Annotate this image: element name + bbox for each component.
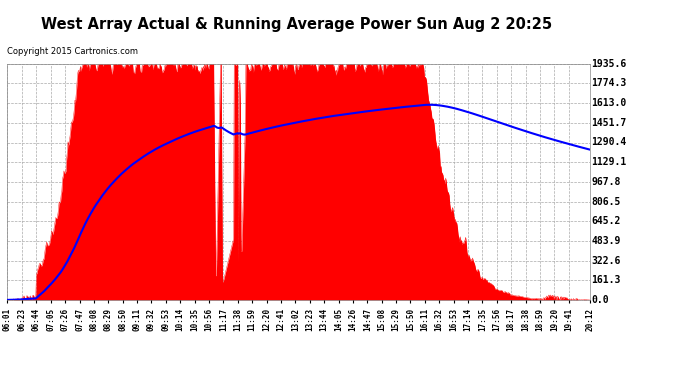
- Text: 1935.6: 1935.6: [591, 59, 627, 69]
- Text: 322.6: 322.6: [591, 256, 621, 266]
- Text: 1613.0: 1613.0: [591, 98, 627, 108]
- Text: 645.2: 645.2: [591, 216, 621, 226]
- Text: Average  (DC Watts): Average (DC Watts): [422, 23, 525, 32]
- Text: 0.0: 0.0: [591, 295, 609, 305]
- Text: 483.9: 483.9: [591, 236, 621, 246]
- Text: West Array  (DC Watts): West Array (DC Watts): [515, 23, 633, 32]
- Text: 967.8: 967.8: [591, 177, 621, 187]
- Text: 1290.4: 1290.4: [591, 138, 627, 147]
- Text: 1451.7: 1451.7: [591, 118, 627, 128]
- Text: 161.3: 161.3: [591, 275, 621, 285]
- Text: 806.5: 806.5: [591, 196, 621, 207]
- Text: Copyright 2015 Cartronics.com: Copyright 2015 Cartronics.com: [7, 47, 138, 56]
- Text: West Array Actual & Running Average Power Sun Aug 2 20:25: West Array Actual & Running Average Powe…: [41, 17, 552, 32]
- Text: 1129.1: 1129.1: [591, 157, 627, 167]
- Text: 1774.3: 1774.3: [591, 78, 627, 88]
